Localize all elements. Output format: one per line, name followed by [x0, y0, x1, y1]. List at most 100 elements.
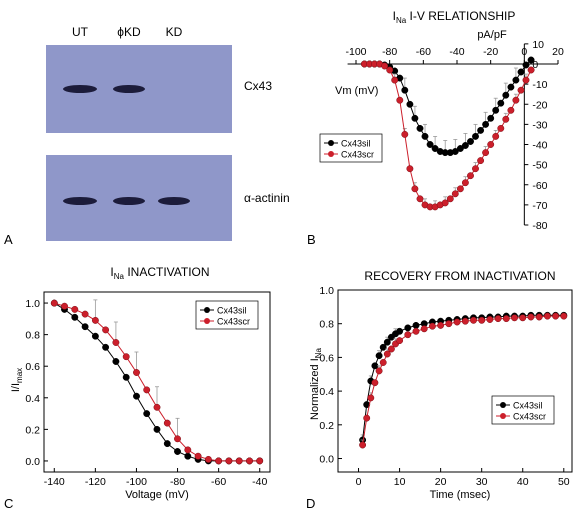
chart-d-point-cx43scr [502, 315, 510, 323]
chart-d-plot: 0 10 20 30 40 50 0.0 0.2 0.4 0.6 0.8 1.0 Cx43silCx43… [319, 285, 573, 488]
blot-label-actinin: α-actinin [244, 191, 290, 205]
chart-c-point-cx43sil [91, 332, 99, 340]
chart-b-point-cx43sil [416, 124, 424, 132]
chart-b-title-main: I [393, 9, 396, 23]
chart-c-legend-box [195, 300, 259, 330]
chart-b-point-cx43sil [406, 100, 414, 108]
chart-d-y-tick-label: 0.8 [319, 319, 334, 331]
chart-c-point-cx43sil [112, 358, 120, 365]
chart-b-legend-box [319, 133, 383, 163]
chart-d-point-cx43scr [375, 367, 383, 375]
chart-b-x-tick-label: -60 [416, 46, 431, 58]
panel-letter-a: A [4, 232, 13, 247]
chart-d-legend-marker-cx43sil [500, 402, 506, 408]
chart-d-point-cx43scr [519, 314, 527, 322]
chart-c-point-cx43sil [102, 343, 110, 351]
chart-c-point-cx43scr [225, 457, 233, 465]
chart-c-x-tick-label: -80 [170, 476, 185, 488]
chart-d-point-cx43scr [371, 379, 379, 387]
chart-c-x-tick-label: -120 [85, 476, 106, 488]
chart-b-point-cx43sil [512, 76, 520, 84]
chart-b-title-rest: I-V RELATIONSHIP [406, 9, 515, 23]
chart-d-ylabel-sub: Na [314, 347, 323, 358]
chart-c-point-cx43scr [235, 457, 243, 465]
chart-c-legend-label-cx43sil: Cx43sil [217, 306, 247, 316]
chart-d-point-cx43scr [552, 312, 560, 320]
chart-b-point-cx43sil [517, 68, 525, 76]
chart-b-x-tick-label: -40 [449, 46, 464, 58]
chart-d-point-cx43scr [470, 316, 477, 324]
chart-d-y-tick-label: 0.0 [319, 454, 334, 466]
chart-b-plot: -100 -80 -60 -40 -20 0 20 10 0 -10 -20 -30 -40 -50 -60… [319, 39, 564, 232]
chart-b-x-tick-label: 0 [521, 46, 527, 58]
chart-c-y-tick-label: 1.0 [25, 298, 40, 310]
chart-d-point-cx43scr [494, 315, 502, 323]
chart-d-point-cx43scr [437, 321, 445, 329]
chart-b-point-cx43sil [507, 83, 515, 91]
chart-d-y-tick-label: 0.4 [319, 386, 334, 398]
chart-b-point-cx43sil [456, 145, 464, 152]
chart-c-ylabel-sub: max [15, 368, 24, 383]
chart-c-y-tick-label: 0.8 [25, 330, 40, 342]
chart-b-point-cx43sil [482, 120, 490, 128]
chart-b-y-tick-label: -20 [532, 99, 547, 111]
band-actinin-ut [63, 197, 97, 205]
chart-d-point-cx43scr [359, 441, 367, 449]
chart-b-legend-marker-cx43sil [328, 140, 334, 146]
chart-d-point-cx43scr [560, 312, 568, 320]
band-actinin-kd [158, 197, 190, 205]
chart-c-point-cx43scr [50, 299, 58, 307]
chart-b-point-cx43scr [507, 106, 515, 114]
chart-c-point-cx43scr [215, 457, 223, 465]
chart-b-y-tick-label: -50 [532, 160, 547, 172]
chart-d-point-cx43scr [453, 318, 461, 326]
chart-b-point-cx43sil [461, 142, 469, 149]
chart-d-xlabel: Time (msec) [430, 489, 491, 501]
chart-c-point-cx43scr [204, 455, 212, 463]
chart-d-x-tick-label: 50 [558, 476, 570, 488]
chart-b-point-cx43scr [416, 195, 424, 203]
chart-c-title-sub: Na [114, 272, 125, 281]
chart-b-point-cx43scr [441, 199, 449, 207]
chart-b-point-cx43sil [431, 145, 439, 152]
chart-b-point-cx43scr [472, 165, 479, 173]
chart-d-point-cx43scr [543, 312, 551, 320]
chart-b-x-tick-label: -80 [382, 46, 397, 58]
chart-c-point-cx43sil [122, 373, 130, 381]
chart-d-point-cx43scr [428, 322, 436, 330]
chart-d-point-cx43scr [461, 317, 469, 325]
chart-d-legend-label-cx43scr: Cx43scr [513, 412, 546, 422]
chart-c-point-cx43sil [133, 392, 140, 400]
chart-b-point-cx43scr [456, 185, 464, 193]
chart-d-point-cx43scr [478, 316, 486, 324]
chart-c-point-cx43scr [81, 310, 89, 318]
chart-b-point-cx43scr [482, 149, 490, 157]
chart-b-point-cx43sil [467, 138, 474, 145]
chart-d-point-cx43scr [486, 316, 494, 323]
lane-label-ut: UT [72, 25, 89, 39]
chart-c-y-tick-label: 0.6 [25, 361, 40, 373]
chart-b-point-cx43scr [386, 66, 394, 74]
chart-d-point-cx43scr [387, 345, 395, 353]
band-cx43-phikd [113, 85, 145, 93]
chart-b-title: INa I-V RELATIONSHIP [393, 9, 516, 25]
chart-d-title: RECOVERY FROM INACTIVATION [364, 269, 555, 283]
chart-d-point-cx43sil [412, 321, 420, 329]
chart-d-x-tick-label: 30 [476, 476, 488, 488]
chart-b-point-cx43scr [492, 132, 500, 140]
lane-label-kd: KD [166, 25, 183, 39]
chart-b-point-cx43sil [451, 148, 459, 155]
chart-c-x-tick-label: -100 [126, 476, 147, 488]
chart-b-x-tick-label: -100 [345, 46, 366, 58]
chart-b-point-cx43sil [477, 126, 485, 134]
chart-b-point-cx43sil [527, 56, 535, 64]
chart-c-y-tick-label: 0.2 [25, 424, 40, 436]
chart-d-point-cx43scr [396, 337, 404, 345]
panel-letter-d: D [306, 496, 315, 511]
chart-d-ylabel: Normalized INa [309, 347, 323, 420]
chart-b-title-sub: Na [396, 16, 407, 25]
chart-c-legend-label-cx43scr: Cx43scr [217, 317, 250, 327]
band-actinin-phikd [113, 197, 145, 205]
chart-c-point-cx43scr [163, 419, 171, 427]
